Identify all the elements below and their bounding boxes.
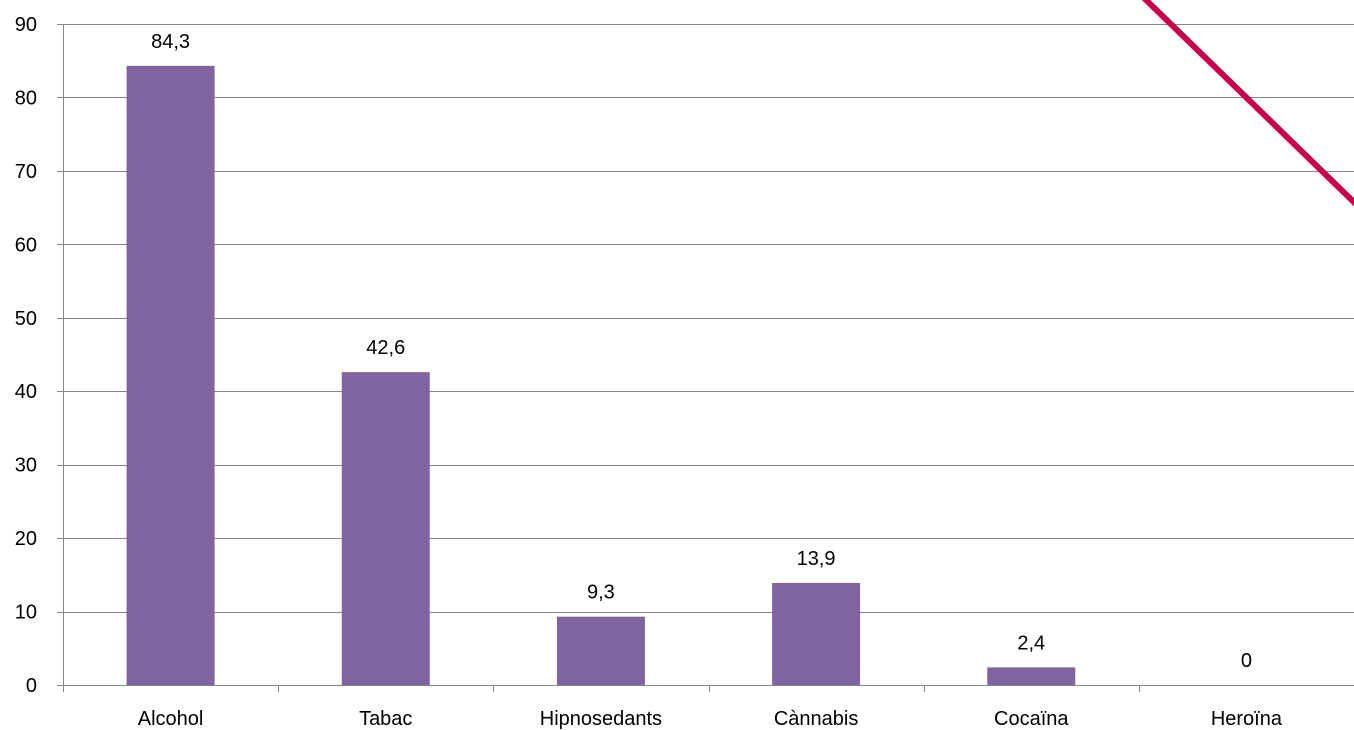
- labels: 0 10 20 30 40 50 60 70 80 90 84,3 Alcohol 42,6 Tabac 9…: [15, 14, 1283, 730]
- bar-cocaïna: [987, 667, 1076, 685]
- y-tick-label: 50: [15, 308, 37, 330]
- y-tick-label: 80: [15, 87, 37, 109]
- data-label: 42,6: [366, 337, 405, 359]
- bar-alcohol: [126, 65, 215, 685]
- y-tick-label: 70: [15, 161, 37, 183]
- x-tick-label: Cànnabis: [774, 708, 859, 730]
- y-tick-label: 10: [15, 602, 37, 624]
- x-tick-label: Cocaïna: [994, 708, 1069, 730]
- data-label: 84,3: [151, 31, 190, 53]
- y-tick-label: 60: [15, 234, 37, 256]
- y-tick-label: 0: [26, 675, 37, 697]
- data-label: 13,9: [797, 548, 836, 570]
- axes: [57, 24, 1354, 692]
- data-label: 9,3: [587, 582, 615, 604]
- diagonal-strike-line: [1141, 0, 1354, 207]
- data-label: 2,4: [1017, 632, 1045, 654]
- y-tick-label: 40: [15, 381, 37, 403]
- data-label: 0: [1241, 650, 1252, 672]
- y-tick-label: 90: [15, 14, 37, 36]
- y-tick-label: 20: [15, 528, 37, 550]
- bars: [126, 65, 1076, 685]
- bar-cànnabis: [772, 582, 861, 685]
- bar-hipnosedants: [556, 616, 645, 685]
- x-tick-label: Tabac: [359, 708, 412, 730]
- y-tick-label: 30: [15, 455, 37, 477]
- x-tick-label: Hipnosedants: [540, 708, 662, 730]
- x-tick-label: Alcohol: [138, 708, 204, 730]
- bar-tabac: [341, 372, 430, 685]
- gridlines: [63, 24, 1354, 613]
- x-tick-label: Heroïna: [1211, 708, 1283, 730]
